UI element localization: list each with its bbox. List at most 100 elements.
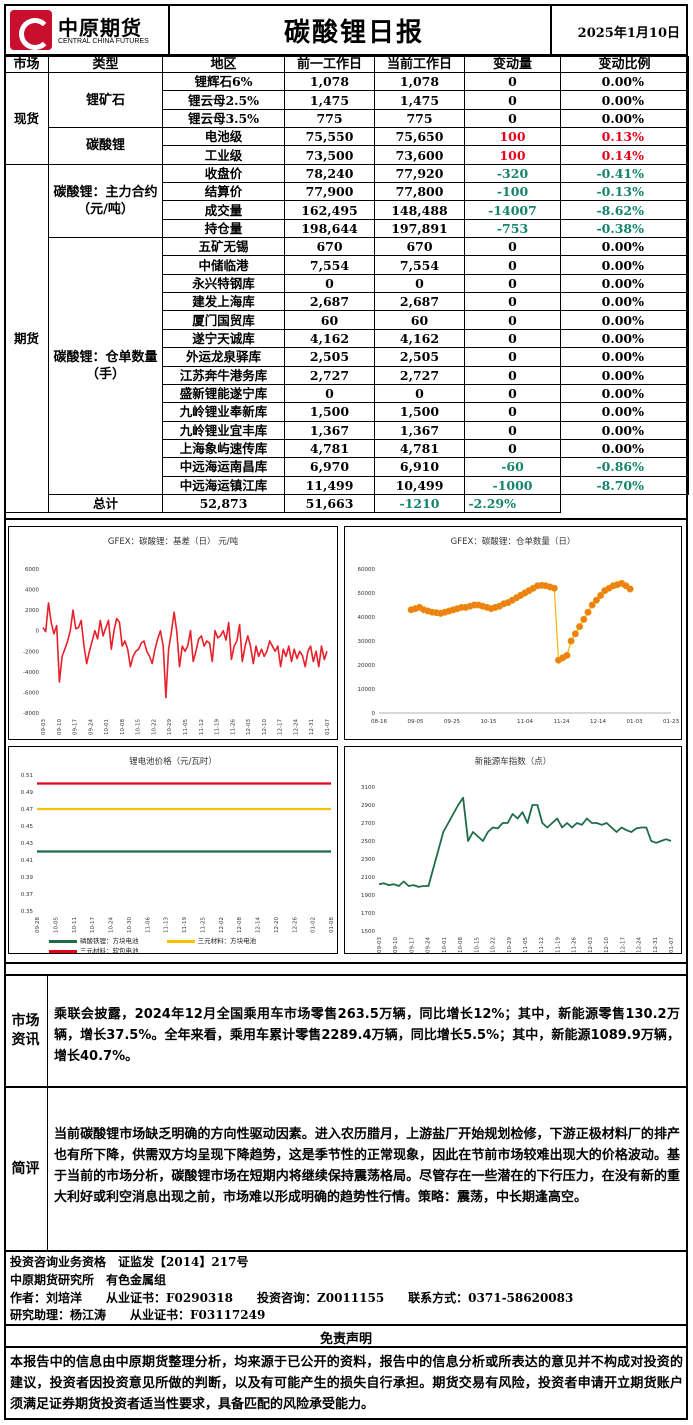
x-tick-label: 10-05 xyxy=(53,917,59,933)
x-tick-label: 12-31 xyxy=(309,719,315,735)
prev-value-cell: 670 xyxy=(284,237,375,257)
x-tick-label: 09-10 xyxy=(393,937,399,953)
data-point xyxy=(576,623,584,631)
disclaimer-title: 免责声明 xyxy=(319,1332,372,1347)
chart-title: 新能源车指数（点） xyxy=(474,757,552,767)
cur-value-cell: 6,910 xyxy=(374,457,465,477)
table-row: 现货 锂矿石 锂辉石6% 1,078 1,078 0 0.00% xyxy=(4,71,689,165)
item-name-cell: 五矿无锡 xyxy=(162,237,285,257)
y-tick-label: 2300 xyxy=(361,857,375,863)
x-tick-label: 12-10 xyxy=(262,719,268,735)
cur-value-cell: 1,078 xyxy=(374,71,465,92)
data-point xyxy=(584,608,592,616)
prev-value-cell: 198,644 xyxy=(284,218,375,239)
table-row: 期货 碳酸锂：主力合约（元/吨） 收盘价 78,240 77,920 -320 -0.41% xyxy=(4,163,689,514)
x-tick-label: 11-24 xyxy=(554,719,570,725)
data-point xyxy=(567,637,575,645)
news-text: 乘联会披露，2024年12月全国乘用车市场零售263.5万辆，同比增长12%；其… xyxy=(54,1007,680,1064)
group-cell: 碳酸锂：仓单数量（手） xyxy=(48,237,163,495)
divider xyxy=(4,1346,688,1348)
nev-index-chart: 新能源车指数（点） 1500 1700 1900 2100 2300 2500 2700 29… xyxy=(344,746,682,954)
cur-value-cell: 10,499 xyxy=(374,475,465,495)
y-tick-label: 1500 xyxy=(361,929,375,935)
data-point xyxy=(580,615,588,623)
x-tick-label: 12-14 xyxy=(256,917,262,933)
x-tick-label: 01-03 xyxy=(627,719,643,725)
change-cell: 0 xyxy=(464,328,561,349)
battery-price-chart: 锂电池价格（元/瓦时） 0.35 0.37 0.39 0.41 0.43 0.45 0.47… xyxy=(8,746,338,955)
data-point xyxy=(563,651,571,659)
x-tick-label: 11-19 xyxy=(182,917,188,933)
prev-value-cell: 1,367 xyxy=(284,420,375,440)
cur-value-cell: 0 xyxy=(374,273,465,294)
x-tick-label: 12-17 xyxy=(620,937,626,953)
change-pct-cell: 0.00% xyxy=(560,108,689,129)
logo-mark-icon xyxy=(10,10,52,50)
change-pct-cell: 0.00% xyxy=(560,255,689,275)
item-name-cell: 遂宁天诚库 xyxy=(162,328,285,349)
legend-label: 三元材料：软包电池 xyxy=(80,947,139,955)
x-tick-label: 11-19 xyxy=(215,719,221,735)
prev-value-cell: 2,727 xyxy=(284,365,375,385)
y-tick-label: 0.35 xyxy=(21,909,34,915)
prev-value-cell: 162,495 xyxy=(284,200,375,220)
series-line xyxy=(378,796,672,888)
item-name-cell: 外运龙泉驿库 xyxy=(162,347,285,367)
item-name-cell: 永兴特钢库 xyxy=(162,273,285,294)
market-cell: 期货 xyxy=(4,163,49,514)
item-name-cell: 锂云母2.5% xyxy=(162,90,285,110)
change-cell: 100 xyxy=(464,127,561,147)
x-tick-label: 12-24 xyxy=(637,937,643,953)
cur-value-cell: 197,891 xyxy=(374,218,465,239)
change-pct-cell: 0.00% xyxy=(560,365,689,385)
y-tick-label: 0 xyxy=(372,711,376,717)
x-tick-label: 09-24 xyxy=(426,937,432,953)
change-cell: 0 xyxy=(464,420,561,440)
y-tick-label: 1700 xyxy=(361,911,375,917)
x-tick-label: 10-11 xyxy=(72,917,78,933)
item-name-cell: 上海象屿速传库 xyxy=(162,438,285,459)
change-cell: 0 xyxy=(464,402,561,422)
y-tick-label: 4000 xyxy=(25,588,39,594)
x-tick-label: 11-12 xyxy=(539,937,545,953)
change-pct-cell: 0.00% xyxy=(560,90,689,110)
cur-value-cell: 7,554 xyxy=(374,255,465,275)
group-cell: 碳酸锂：主力合约（元/吨） xyxy=(48,163,163,239)
cur-value-cell: 4,162 xyxy=(374,328,465,349)
cur-value-cell: 73,600 xyxy=(374,145,465,165)
cur-value-cell: 2,687 xyxy=(374,292,465,312)
basis-chart-plot: -8000 -6000 -4000 -2000 0 2000 4000 6000 09-03 09… xyxy=(23,567,331,735)
data-point xyxy=(550,584,558,592)
y-tick-label: 0.43 xyxy=(21,841,34,847)
item-name-cell: 建发上海库 xyxy=(162,292,285,312)
item-name-cell: 工业级 xyxy=(162,145,285,165)
x-tick-label: 11-12 xyxy=(199,719,205,735)
table-row: 中远海运镇江库 11,499 10,499 -1000 -8.70% xyxy=(5,475,689,495)
cur-value-cell: 4,781 xyxy=(374,438,465,459)
prev-value-cell: 77,900 xyxy=(284,182,375,202)
table-row: 中远海运南昌库 6,970 6,910 -60 -0.86% xyxy=(5,457,689,477)
change-pct-cell: 0.00% xyxy=(560,310,689,330)
item-name-cell: 江苏奔牛港务库 xyxy=(162,365,285,385)
change-cell: 0 xyxy=(464,90,561,110)
x-tick-label: 01-08 xyxy=(329,917,335,933)
change-cell: -320 xyxy=(464,163,561,184)
change-cell: 100 xyxy=(464,145,561,165)
item-name-cell: 电池级 xyxy=(162,127,285,147)
author-line: 作者：刘培洋 从业证书：F0290318 投资咨询：Z0011155 联系方式：… xyxy=(10,1291,574,1305)
item-name-cell: 九岭锂业奉新库 xyxy=(162,402,285,422)
y-tick-label: 2500 xyxy=(361,839,375,845)
column-header: 地区 xyxy=(162,56,285,73)
warrant-chart-plot: 0 10000 20000 30000 40000 50000 60000 08-16 09-0… xyxy=(358,567,680,725)
page-frame xyxy=(4,4,688,1420)
cur-value-cell: 75,650 xyxy=(374,127,465,147)
table-row: 持仓量 198,644 197,891 -753 -0.38% xyxy=(5,218,689,239)
x-tick-label: 11-05 xyxy=(523,937,529,953)
y-tick-label: -4000 xyxy=(23,670,39,676)
item-name-cell: 厦门国贸库 xyxy=(162,310,285,330)
change-pct-cell: 0.00% xyxy=(560,292,689,312)
change-pct-cell: 0.00% xyxy=(560,420,689,440)
y-tick-label: 0.49 xyxy=(21,790,34,796)
legend-swatch xyxy=(166,939,195,943)
legend-swatch xyxy=(49,939,77,943)
